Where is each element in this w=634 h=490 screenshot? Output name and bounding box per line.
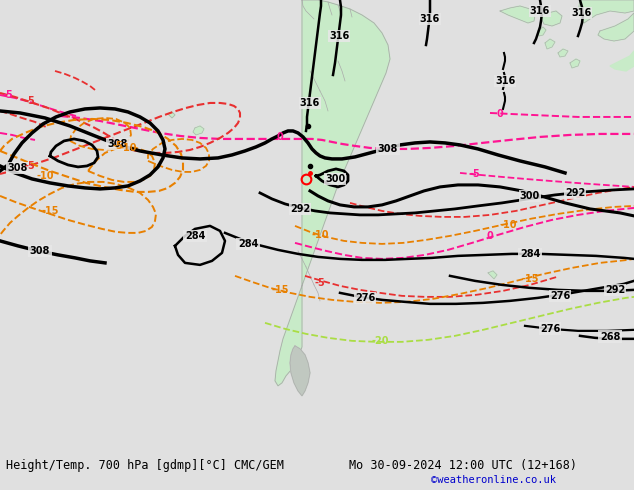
Text: 316: 316 xyxy=(495,76,515,86)
Polygon shape xyxy=(558,49,568,57)
Polygon shape xyxy=(488,271,497,279)
Text: -5: -5 xyxy=(470,169,481,179)
Polygon shape xyxy=(538,27,546,36)
Text: -15: -15 xyxy=(271,285,288,295)
Text: -10: -10 xyxy=(36,171,54,181)
Text: 268: 268 xyxy=(600,332,620,342)
Text: -5: -5 xyxy=(25,96,36,106)
Text: 276: 276 xyxy=(355,293,375,303)
Text: -5: -5 xyxy=(3,90,13,100)
Text: 316: 316 xyxy=(571,8,591,18)
Polygon shape xyxy=(598,13,634,41)
Text: 308: 308 xyxy=(30,246,50,256)
Polygon shape xyxy=(290,346,310,396)
Text: 284: 284 xyxy=(238,239,258,249)
Text: 308: 308 xyxy=(378,144,398,154)
Polygon shape xyxy=(610,51,634,71)
Text: 308: 308 xyxy=(8,163,28,173)
Text: -10: -10 xyxy=(499,220,517,230)
Text: 284: 284 xyxy=(185,231,205,241)
Text: 276: 276 xyxy=(550,291,570,301)
Text: 300: 300 xyxy=(520,191,540,201)
Text: 316: 316 xyxy=(300,98,320,108)
Text: 276: 276 xyxy=(540,324,560,334)
Text: -20: -20 xyxy=(372,336,389,346)
Text: 308: 308 xyxy=(108,139,128,149)
Polygon shape xyxy=(578,0,634,23)
Text: 284: 284 xyxy=(520,249,540,259)
Text: 300: 300 xyxy=(325,174,345,184)
Text: 0: 0 xyxy=(276,132,283,142)
Text: 316: 316 xyxy=(530,6,550,16)
Text: Height/Temp. 700 hPa [gdmp][°C] CMC/GEM: Height/Temp. 700 hPa [gdmp][°C] CMC/GEM xyxy=(6,459,284,472)
Polygon shape xyxy=(193,126,204,135)
Text: 292: 292 xyxy=(605,285,625,295)
Text: Mo 30-09-2024 12:00 UTC (12+168): Mo 30-09-2024 12:00 UTC (12+168) xyxy=(349,459,577,472)
Text: -5: -5 xyxy=(314,278,325,288)
Polygon shape xyxy=(500,6,535,23)
Text: -15: -15 xyxy=(521,274,539,284)
Text: ©weatheronline.co.uk: ©weatheronline.co.uk xyxy=(431,475,556,485)
Polygon shape xyxy=(570,59,580,68)
Polygon shape xyxy=(540,11,562,26)
Text: -15: -15 xyxy=(41,206,59,216)
Text: 316: 316 xyxy=(420,14,440,24)
Text: -5: -5 xyxy=(25,161,36,171)
Text: 316: 316 xyxy=(329,31,349,41)
Polygon shape xyxy=(275,0,390,386)
Text: 0: 0 xyxy=(496,109,503,119)
Text: -10: -10 xyxy=(311,230,329,240)
Polygon shape xyxy=(168,112,175,118)
Text: -10: -10 xyxy=(119,143,137,153)
Text: -5: -5 xyxy=(113,141,124,151)
Text: 0: 0 xyxy=(487,231,493,241)
Polygon shape xyxy=(545,39,555,49)
Text: 292: 292 xyxy=(290,204,310,214)
Text: 292: 292 xyxy=(565,188,585,198)
